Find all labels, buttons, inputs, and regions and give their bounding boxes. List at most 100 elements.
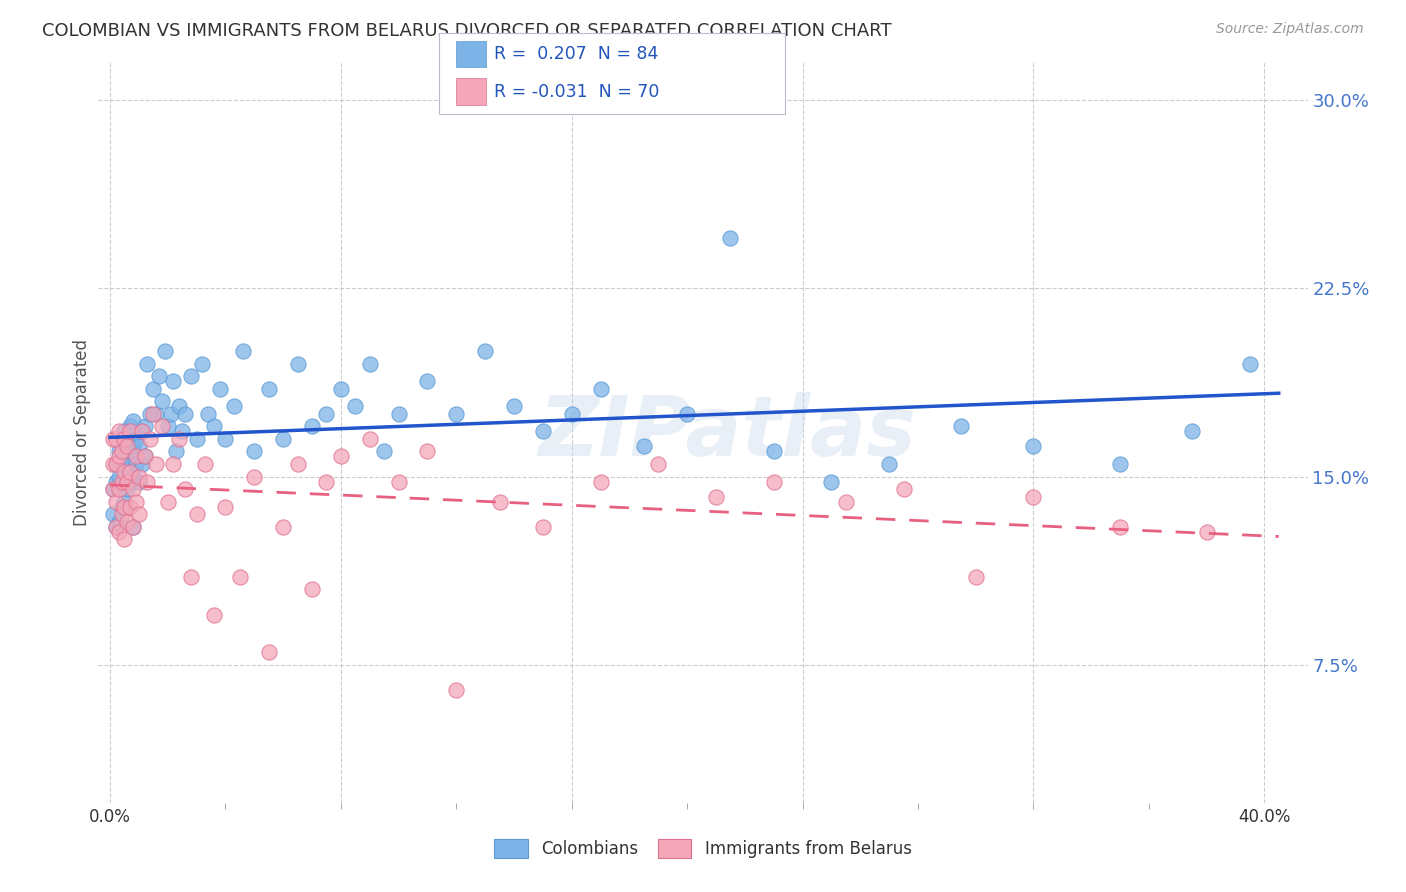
- Point: [589, 475, 612, 489]
- Point: [950, 419, 973, 434]
- Point: [416, 374, 439, 388]
- Point: [139, 407, 162, 421]
- Point: [243, 444, 266, 458]
- Point: [387, 475, 409, 489]
- Point: [1239, 357, 1261, 371]
- Point: [202, 419, 225, 434]
- Point: [107, 515, 129, 529]
- Point: [117, 515, 139, 529]
- Point: [373, 444, 395, 458]
- Point: [122, 469, 145, 483]
- Point: [301, 419, 323, 434]
- Point: [165, 444, 187, 458]
- Point: [104, 457, 127, 471]
- Point: [122, 482, 145, 496]
- Point: [117, 475, 139, 489]
- Point: [271, 432, 294, 446]
- Point: [186, 432, 208, 446]
- Point: [344, 399, 367, 413]
- Point: [131, 457, 153, 471]
- Point: [416, 444, 439, 458]
- Point: [214, 432, 236, 446]
- Point: [142, 382, 165, 396]
- Point: [531, 425, 554, 439]
- Point: [145, 407, 167, 421]
- Point: [329, 382, 352, 396]
- Point: [142, 407, 165, 421]
- Point: [315, 407, 337, 421]
- Text: ZIPatlas: ZIPatlas: [538, 392, 917, 473]
- Point: [104, 432, 127, 446]
- Point: [122, 414, 145, 428]
- Point: [633, 439, 655, 453]
- Point: [1022, 439, 1045, 453]
- Point: [125, 432, 148, 446]
- Point: [107, 425, 129, 439]
- Point: [174, 482, 197, 496]
- Point: [112, 465, 135, 479]
- Point: [125, 494, 148, 508]
- Point: [1109, 520, 1132, 534]
- Point: [243, 469, 266, 483]
- Point: [329, 450, 352, 464]
- Point: [125, 450, 148, 464]
- Point: [222, 399, 245, 413]
- Point: [120, 444, 142, 458]
- Point: [104, 520, 127, 534]
- Point: [301, 582, 323, 597]
- Point: [122, 439, 145, 453]
- Point: [117, 439, 139, 453]
- Point: [167, 432, 190, 446]
- Point: [820, 475, 842, 489]
- Point: [131, 425, 153, 439]
- Point: [762, 475, 785, 489]
- Point: [150, 419, 173, 434]
- Point: [112, 425, 135, 439]
- Point: [197, 407, 219, 421]
- Point: [208, 382, 231, 396]
- Point: [589, 382, 612, 396]
- Point: [101, 457, 124, 471]
- Point: [162, 374, 184, 388]
- Point: [101, 507, 124, 521]
- Point: [704, 490, 727, 504]
- Point: [120, 419, 142, 434]
- Point: [112, 432, 135, 446]
- Point: [150, 394, 173, 409]
- Point: [488, 494, 510, 508]
- Point: [1109, 457, 1132, 471]
- Point: [162, 457, 184, 471]
- Point: [676, 407, 699, 421]
- Point: [139, 432, 162, 446]
- Point: [965, 570, 987, 584]
- Point: [156, 419, 179, 434]
- Point: [128, 469, 150, 483]
- Point: [104, 457, 127, 471]
- Point: [159, 407, 181, 421]
- Point: [153, 344, 176, 359]
- Point: [229, 570, 252, 584]
- Point: [101, 482, 124, 496]
- Point: [110, 507, 132, 521]
- Point: [531, 520, 554, 534]
- Point: [131, 425, 153, 439]
- Point: [101, 432, 124, 446]
- Point: [174, 407, 197, 421]
- Point: [877, 457, 900, 471]
- Point: [446, 682, 468, 697]
- Point: [214, 500, 236, 514]
- Point: [271, 520, 294, 534]
- Text: R = -0.031  N = 70: R = -0.031 N = 70: [494, 83, 659, 101]
- Point: [112, 450, 135, 464]
- Point: [110, 432, 132, 446]
- Point: [110, 444, 132, 458]
- Point: [136, 357, 159, 371]
- Point: [107, 444, 129, 458]
- Point: [128, 507, 150, 521]
- Point: [287, 457, 309, 471]
- Point: [112, 494, 135, 508]
- Point: [315, 475, 337, 489]
- Point: [474, 344, 496, 359]
- Point: [136, 475, 159, 489]
- Point: [145, 457, 167, 471]
